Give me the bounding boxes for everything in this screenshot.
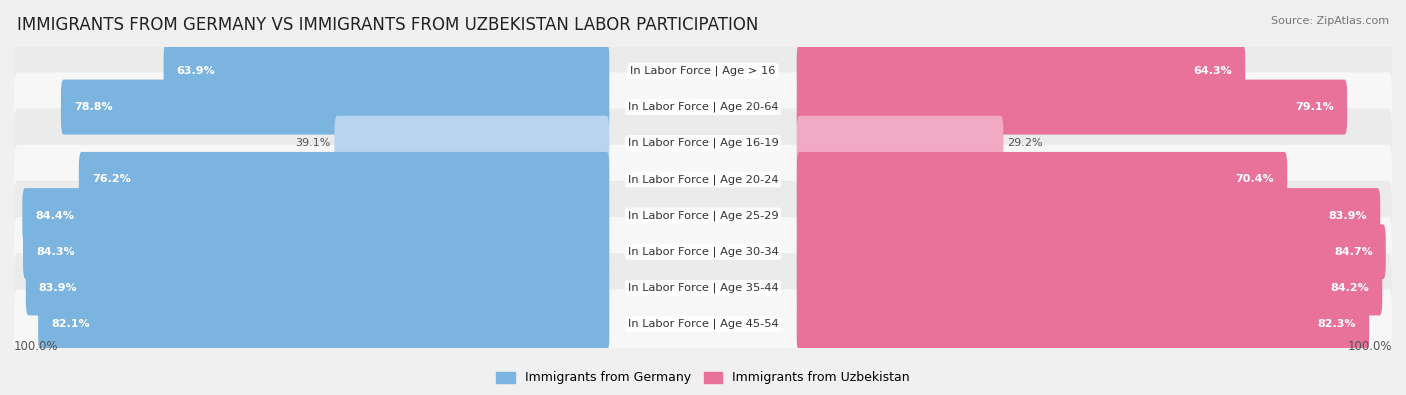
FancyBboxPatch shape — [163, 43, 609, 98]
Text: 39.1%: 39.1% — [295, 138, 330, 148]
Text: 82.1%: 82.1% — [51, 319, 90, 329]
FancyBboxPatch shape — [14, 290, 1392, 359]
Text: 84.4%: 84.4% — [35, 211, 75, 220]
Text: 84.2%: 84.2% — [1330, 283, 1369, 293]
FancyBboxPatch shape — [14, 253, 1392, 323]
Text: IMMIGRANTS FROM GERMANY VS IMMIGRANTS FROM UZBEKISTAN LABOR PARTICIPATION: IMMIGRANTS FROM GERMANY VS IMMIGRANTS FR… — [17, 16, 758, 34]
Text: 100.0%: 100.0% — [14, 340, 59, 353]
FancyBboxPatch shape — [797, 43, 1246, 98]
FancyBboxPatch shape — [22, 224, 609, 279]
Text: 83.9%: 83.9% — [39, 283, 77, 293]
FancyBboxPatch shape — [797, 116, 1004, 171]
FancyBboxPatch shape — [14, 109, 1392, 178]
Text: 78.8%: 78.8% — [75, 102, 112, 112]
FancyBboxPatch shape — [14, 36, 1392, 105]
Text: In Labor Force | Age 35-44: In Labor Force | Age 35-44 — [627, 283, 779, 293]
Text: 83.9%: 83.9% — [1329, 211, 1367, 220]
FancyBboxPatch shape — [14, 217, 1392, 286]
FancyBboxPatch shape — [14, 145, 1392, 214]
Text: In Labor Force | Age 16-19: In Labor Force | Age 16-19 — [627, 138, 779, 149]
Text: 70.4%: 70.4% — [1236, 175, 1274, 184]
Text: 82.3%: 82.3% — [1317, 319, 1357, 329]
FancyBboxPatch shape — [797, 260, 1382, 316]
FancyBboxPatch shape — [25, 260, 609, 316]
FancyBboxPatch shape — [797, 79, 1347, 135]
Text: Source: ZipAtlas.com: Source: ZipAtlas.com — [1271, 16, 1389, 26]
Legend: Immigrants from Germany, Immigrants from Uzbekistan: Immigrants from Germany, Immigrants from… — [491, 367, 915, 389]
FancyBboxPatch shape — [60, 79, 609, 135]
FancyBboxPatch shape — [14, 72, 1392, 142]
FancyBboxPatch shape — [797, 224, 1386, 279]
Text: 79.1%: 79.1% — [1295, 102, 1334, 112]
Text: In Labor Force | Age 30-34: In Labor Force | Age 30-34 — [627, 246, 779, 257]
Text: 64.3%: 64.3% — [1194, 66, 1232, 76]
Text: 84.3%: 84.3% — [37, 247, 75, 257]
Text: 100.0%: 100.0% — [1347, 340, 1392, 353]
Text: 63.9%: 63.9% — [177, 66, 215, 76]
FancyBboxPatch shape — [14, 181, 1392, 250]
Text: In Labor Force | Age > 16: In Labor Force | Age > 16 — [630, 66, 776, 76]
Text: 76.2%: 76.2% — [91, 175, 131, 184]
FancyBboxPatch shape — [797, 188, 1381, 243]
Text: In Labor Force | Age 25-29: In Labor Force | Age 25-29 — [627, 210, 779, 221]
FancyBboxPatch shape — [335, 116, 609, 171]
Text: 29.2%: 29.2% — [1008, 138, 1043, 148]
FancyBboxPatch shape — [22, 188, 609, 243]
Text: In Labor Force | Age 20-24: In Labor Force | Age 20-24 — [627, 174, 779, 185]
FancyBboxPatch shape — [79, 152, 609, 207]
FancyBboxPatch shape — [38, 297, 609, 352]
Text: 84.7%: 84.7% — [1334, 247, 1372, 257]
Text: In Labor Force | Age 45-54: In Labor Force | Age 45-54 — [627, 319, 779, 329]
FancyBboxPatch shape — [797, 152, 1288, 207]
Text: In Labor Force | Age 20-64: In Labor Force | Age 20-64 — [627, 102, 779, 112]
FancyBboxPatch shape — [797, 297, 1369, 352]
